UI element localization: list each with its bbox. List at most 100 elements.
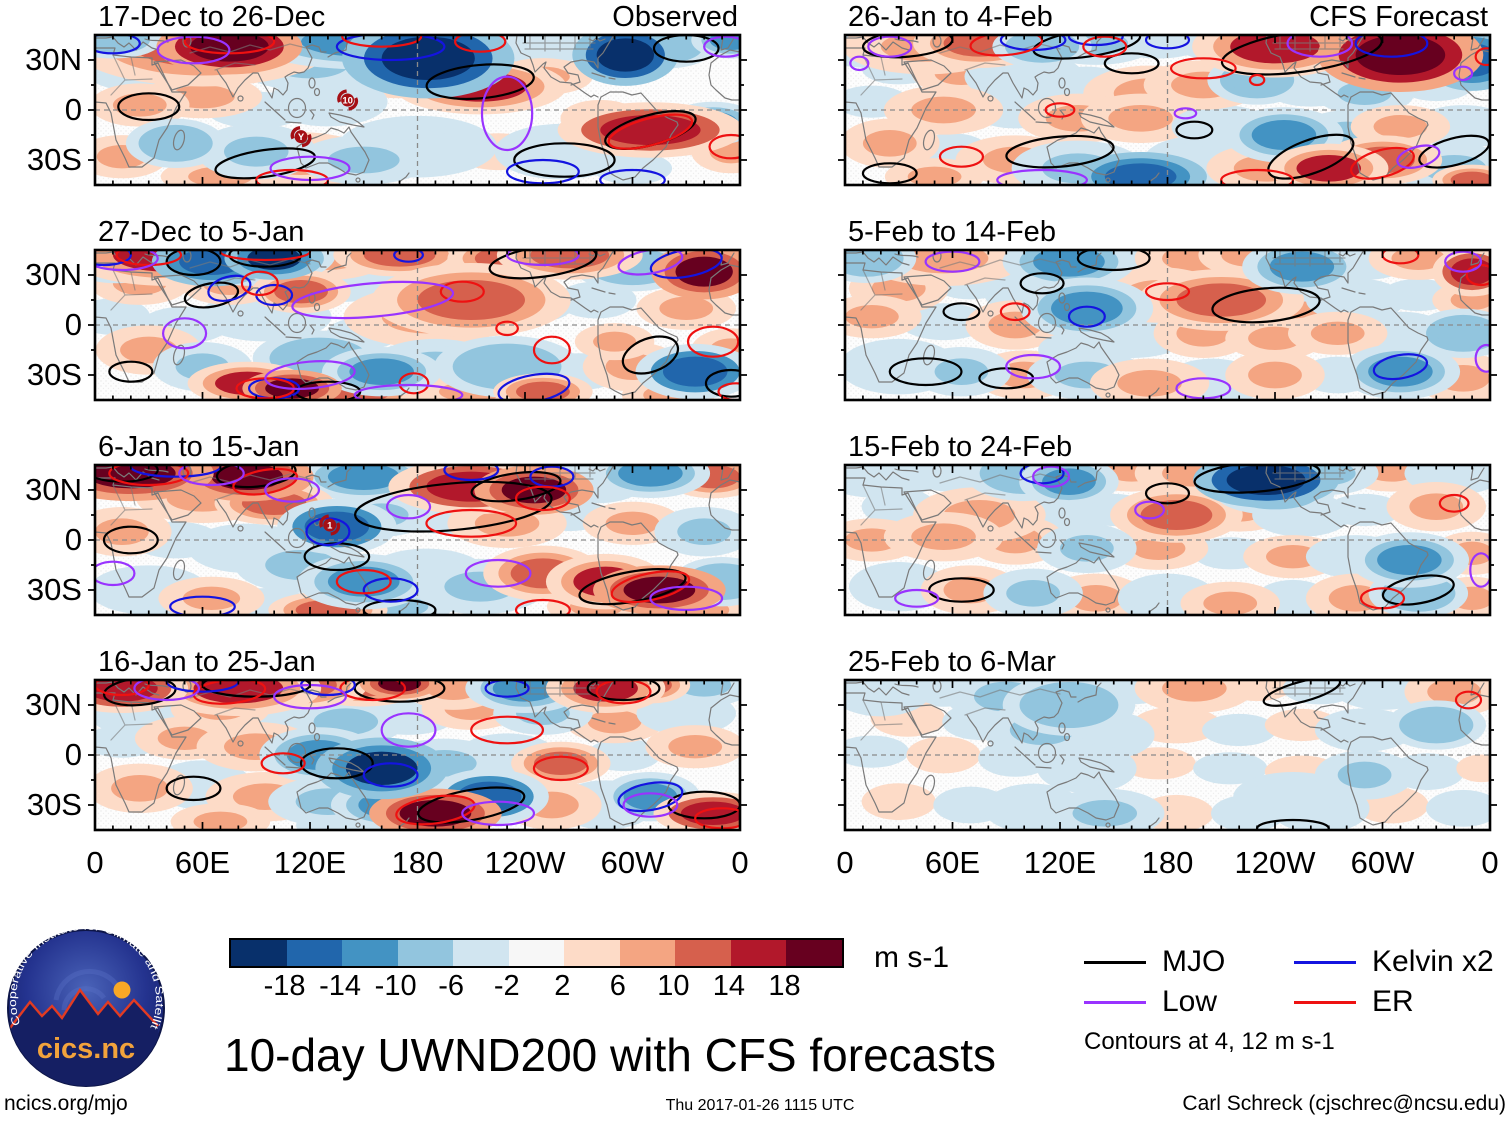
mjo-contour (228, 250, 303, 268)
low-contour (156, 35, 231, 65)
low-contour (867, 35, 913, 58)
er-contour (341, 35, 423, 48)
svg-text:10: 10 (342, 95, 353, 106)
map-canvas: 10 Y (88, 33, 747, 187)
legend-item-label: Low (1162, 985, 1218, 1018)
mjo-contour (888, 357, 963, 387)
er-contour (1438, 493, 1470, 513)
mjo-contour (1267, 133, 1355, 180)
mjo-contour (165, 250, 222, 277)
x-axis-label: 180 (391, 845, 444, 880)
panel-title: 5-Feb to 14-Feb (848, 216, 1056, 248)
mjo-contour (1019, 272, 1065, 295)
panel-corner-label: CFS Forecast (1309, 1, 1488, 33)
er-contour (425, 508, 518, 538)
mjo-contour (513, 142, 616, 178)
er-contour (708, 133, 740, 160)
low-contour (849, 55, 870, 72)
kelvin-contour (362, 762, 419, 788)
kelvin-contour (497, 372, 571, 400)
colorbar-cell (397, 940, 454, 966)
tropical-cyclone-icon: 1 (319, 514, 341, 536)
kelvin-contour (305, 517, 351, 547)
low-contour (178, 465, 245, 487)
er-contour (470, 715, 545, 745)
mjo-contour (354, 480, 553, 533)
y-axis-label: 0 (64, 307, 82, 342)
low-contour (1396, 144, 1441, 169)
colorbar-tick-label: 6 (609, 970, 626, 1002)
kelvin-contour (617, 781, 684, 813)
mjo-contour (942, 302, 981, 322)
er-contour (260, 752, 306, 775)
mjo-contour (108, 360, 154, 383)
colorbar-cell (564, 940, 620, 966)
colorbar-cell (286, 940, 343, 966)
panel-corner-label: Observed (612, 1, 738, 33)
colorbar-cell (508, 940, 565, 966)
legend-item-mjo: MJO (1084, 945, 1294, 979)
mjo-contour (861, 162, 918, 185)
low-contour (1173, 107, 1198, 120)
er-contour (1144, 282, 1191, 302)
y-axis-label: 30N (25, 42, 82, 77)
legend-note: Contours at 4, 12 m s-1 (1084, 1028, 1335, 1055)
mjo-contour (117, 92, 181, 122)
er-contour (339, 680, 407, 702)
x-axis-label: 0 (1481, 845, 1499, 880)
x-axis-label: 120W (484, 845, 566, 880)
kelvin-contour (484, 680, 530, 698)
map-canvas (88, 248, 747, 402)
legend-row: MJO Kelvin x2 (1084, 942, 1504, 982)
footer-site-link[interactable]: ncics.org/mjo (4, 1092, 128, 1115)
mjo-contour (425, 63, 535, 101)
y-axis-label: 30S (26, 572, 82, 607)
panel-title: 15-Feb to 24-Feb (848, 431, 1073, 463)
map-panel-fcst-3: 15-Feb to 24-Feb (838, 431, 1497, 617)
low-contour (622, 792, 679, 818)
panel-title: 26-Jan to 4-Feb (848, 1, 1053, 33)
er-contour (999, 302, 1031, 322)
mjo-contour (102, 525, 159, 555)
x-axis-label: 60E (174, 845, 231, 880)
x-axis-label: 0 (86, 845, 104, 880)
low-contour (1474, 343, 1490, 373)
colorbar-tick-label: 18 (768, 970, 801, 1002)
low-contour (133, 680, 201, 702)
er-contour (1350, 146, 1415, 180)
er-contour (335, 568, 392, 595)
er-contour (255, 168, 330, 185)
map-panel-fcst-4: 25-Feb to 6-Mar (838, 646, 1497, 832)
kelvin-contour (1354, 35, 1429, 58)
kelvin-contour (1067, 305, 1106, 328)
er-contour (95, 680, 150, 697)
logo-sun-icon (113, 981, 131, 999)
map-panel-obs-4: 16-Jan to 25-Jan (88, 646, 747, 832)
legend-item-label: Kelvin x2 (1372, 945, 1494, 978)
x-axis-label: 120W (1234, 845, 1316, 880)
er-contour (1220, 168, 1295, 185)
low-contour (1444, 250, 1483, 273)
contour-legend: MJO Kelvin x2 Low ER Contours at 4, 12 m s-… (1084, 942, 1504, 1056)
legend-line-swatch (1084, 1000, 1146, 1004)
colorbar-cell (675, 940, 731, 966)
er-contour (1474, 47, 1490, 67)
colorbar-units: m s-1 (874, 941, 949, 974)
cicsnc-logo: Cooperative Institute for Climate and Sa… (4, 926, 165, 1087)
mjo-contour (1211, 286, 1321, 324)
mjo-contour (621, 335, 680, 375)
map-panel-obs-2: 27-Dec to 5-Jan (88, 216, 747, 402)
panel-title: 17-Dec to 26-Dec (98, 1, 326, 33)
low-contour (161, 317, 208, 350)
er-contour (439, 280, 485, 303)
colorbar-tick-label: -10 (374, 970, 417, 1002)
legend-item-kelvin-x2: Kelvin x2 (1294, 945, 1504, 979)
colorbar-tick-label: -2 (493, 970, 520, 1002)
legend-item-low: Low (1084, 985, 1294, 1019)
x-axis-label: 60W (1350, 845, 1415, 880)
y-axis-label: 30S (26, 357, 82, 392)
mjo-contour (704, 368, 740, 398)
kelvin-contour (1144, 35, 1191, 50)
y-axis-label: 30S (26, 142, 82, 177)
